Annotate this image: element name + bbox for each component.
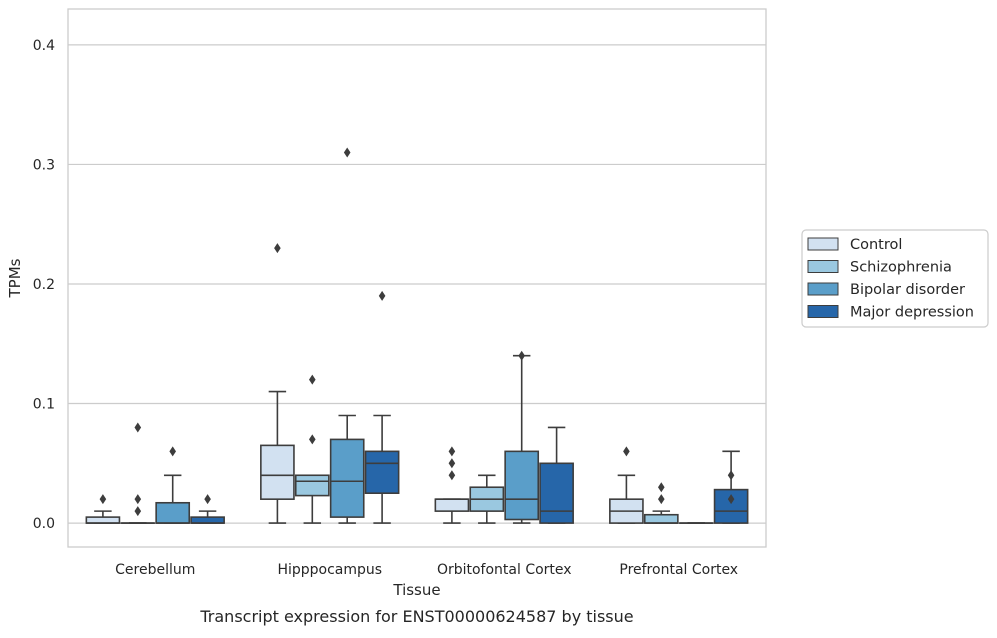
- y-axis-label: TPMs: [6, 258, 24, 298]
- box-body: [435, 499, 468, 511]
- outlier-point: [449, 458, 456, 468]
- box-body: [156, 503, 189, 523]
- outlier-point: [135, 506, 142, 516]
- box-body: [540, 463, 573, 523]
- outlier-point: [309, 375, 316, 385]
- outlier-point: [379, 291, 386, 301]
- outlier-point: [135, 422, 142, 432]
- outlier-point: [518, 351, 525, 361]
- box-body: [296, 475, 329, 495]
- box-0-3: [610, 446, 643, 523]
- box-body: [86, 517, 119, 523]
- y-tick-label: 0.3: [33, 157, 55, 173]
- y-tick-label: 0.2: [33, 277, 55, 293]
- outlier-point: [728, 470, 735, 480]
- box-3-1: [366, 291, 399, 523]
- outlier-point: [658, 482, 665, 492]
- box-3-2: [540, 427, 573, 523]
- box-body: [366, 451, 399, 493]
- legend-label: Bipolar disorder: [850, 282, 965, 298]
- x-tick-label: Prefrontal Cortex: [619, 562, 738, 578]
- box-body: [191, 517, 224, 523]
- box-2-1: [331, 147, 364, 523]
- plot-frame: [68, 9, 766, 547]
- boxes: [86, 147, 747, 523]
- outlier-point: [344, 147, 351, 157]
- legend-label: Control: [850, 237, 902, 253]
- x-tick-labels: Cerebellum Hipppocampus Orbitofontal Corte…: [115, 562, 738, 578]
- outlier-point: [623, 446, 630, 456]
- legend-swatch: [808, 283, 838, 295]
- box-body: [505, 451, 538, 519]
- outlier-point: [135, 494, 142, 504]
- x-axis-label: Tissue: [392, 581, 440, 599]
- outlier-point: [449, 446, 456, 456]
- box-1-2: [470, 475, 503, 523]
- box-0-2: [435, 446, 468, 523]
- box-body: [261, 445, 294, 499]
- box-1-0: [121, 422, 154, 523]
- outlier-point: [100, 494, 107, 504]
- x-tick-label: Hipppocampus: [277, 562, 382, 578]
- legend: Control Schizophrenia Bipolar disorder Majo…: [802, 230, 988, 327]
- outlier-point: [169, 446, 176, 456]
- box-1-3: [645, 482, 678, 523]
- chart-caption: Transcript expression for ENST0000062458…: [199, 607, 633, 626]
- legend-swatch: [808, 238, 838, 250]
- y-tick-label: 0.0: [33, 516, 55, 532]
- box-body: [645, 515, 678, 523]
- box-2-2: [505, 351, 538, 523]
- legend-swatch: [808, 261, 838, 273]
- box-body: [331, 439, 364, 517]
- y-tick-label: 0.1: [33, 397, 55, 413]
- outlier-point: [204, 494, 211, 504]
- outlier-point: [309, 434, 316, 444]
- outlier-point: [449, 470, 456, 480]
- box-1-1: [296, 375, 329, 523]
- box-3-3: [715, 451, 748, 523]
- box-2-0: [156, 446, 189, 523]
- x-tick-label: Cerebellum: [115, 562, 195, 578]
- legend-label: Major depression: [850, 305, 974, 321]
- y-tick-label: 0.4: [33, 38, 55, 54]
- outlier-point: [658, 494, 665, 504]
- legend-swatch: [808, 306, 838, 318]
- outlier-point: [274, 243, 281, 253]
- y-tick-labels: 0.0 0.1 0.2 0.3 0.4: [33, 38, 55, 532]
- box-3-0: [191, 494, 224, 523]
- box-0-0: [86, 494, 119, 523]
- box-0-1: [261, 243, 294, 523]
- x-tick-label: Orbitofontal Cortex: [437, 562, 572, 578]
- legend-label: Schizophrenia: [850, 260, 952, 276]
